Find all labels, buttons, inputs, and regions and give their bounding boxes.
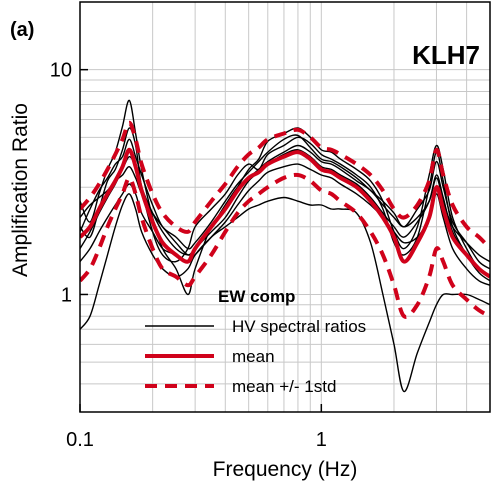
series-line-7 bbox=[80, 147, 490, 279]
series-layer bbox=[80, 99, 490, 393]
x-tick-label: 1 bbox=[316, 429, 327, 451]
series-line-8 bbox=[80, 120, 490, 250]
legend-label-mean: mean bbox=[232, 347, 275, 366]
x-axis-label: Frequency (Hz) bbox=[213, 458, 358, 481]
series-line-6 bbox=[80, 144, 490, 263]
axis-ticks: 0.1 1 1 10 bbox=[50, 60, 327, 451]
series-line-9 bbox=[80, 172, 490, 319]
station-label: KLH7 bbox=[412, 40, 480, 70]
legend: EW comp HV spectral ratios mean mean +/-… bbox=[145, 287, 366, 396]
y-tick-label: 10 bbox=[50, 60, 72, 82]
plot-frame bbox=[79, 1, 491, 413]
y-tick-label: 1 bbox=[61, 284, 72, 306]
legend-title: EW comp bbox=[218, 287, 295, 306]
legend-label-std: mean +/- 1std bbox=[232, 377, 336, 396]
x-tick-label: 0.1 bbox=[66, 429, 94, 451]
legend-label-hv: HV spectral ratios bbox=[232, 317, 366, 336]
panel-label: (a) bbox=[10, 19, 34, 41]
y-axis-label: Amplification Ratio bbox=[9, 103, 32, 277]
series-line-2 bbox=[80, 134, 490, 270]
series-line-5 bbox=[80, 193, 490, 393]
